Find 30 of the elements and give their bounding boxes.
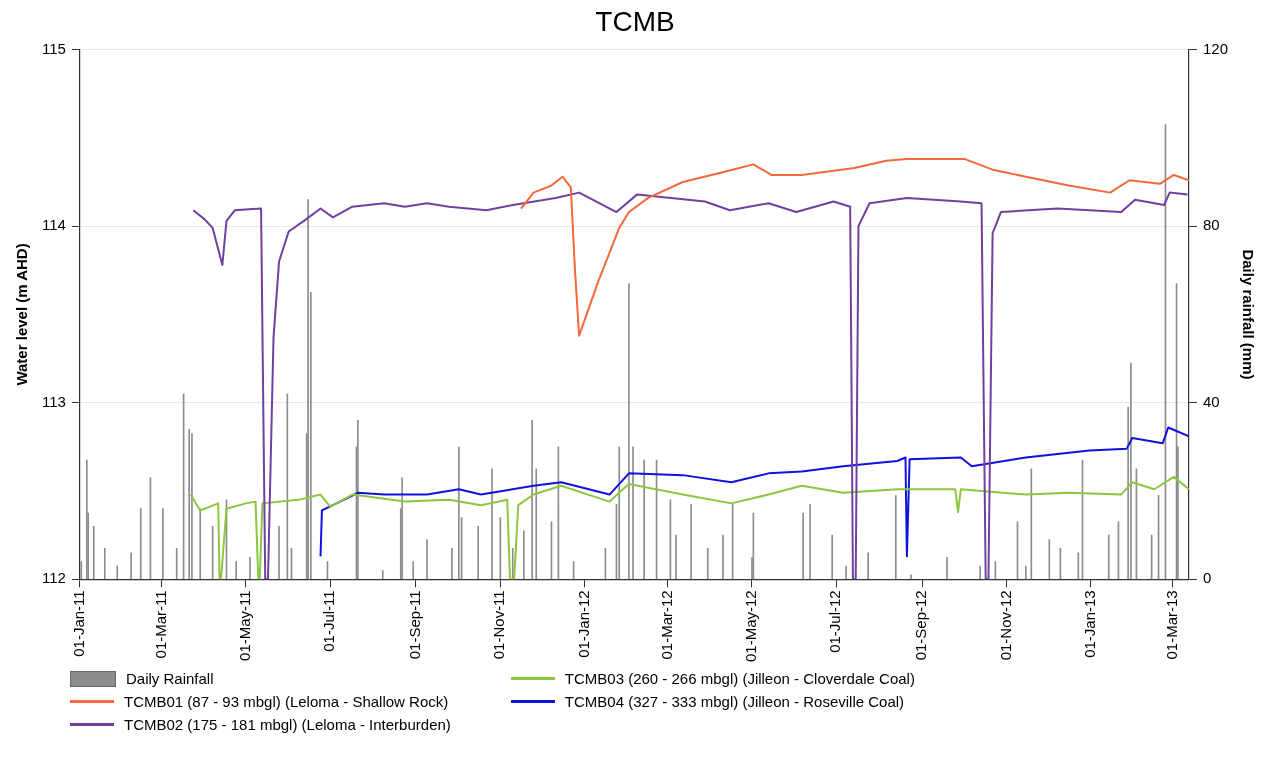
y2-tick-label: 80 xyxy=(1202,216,1220,234)
x-tick-label: 01-Jul-11 xyxy=(320,590,338,652)
x-tick-label: 01-Jan-12 xyxy=(574,590,592,658)
y2-tick-label: 120 xyxy=(1202,39,1228,57)
y-tick-label: 113 xyxy=(41,392,66,410)
y-axis-title: Water level (m AHD) xyxy=(13,243,31,386)
y2-axis-title: Daily rainfall (mm) xyxy=(1239,249,1257,380)
legend-label: TCMB03 (260 - 266 mbgl) (Jilleon - Cloverdale Coal) xyxy=(564,670,915,687)
legend-label: TCMB04 (327 - 333 mbgl) (Jilleon - Roseville Coal) xyxy=(564,693,905,710)
y-tick-label: 112 xyxy=(41,569,66,587)
x-tick-label: 01-Nov-12 xyxy=(996,590,1014,661)
x-tick-label: 01-Sep-11 xyxy=(406,590,424,660)
x-tick-label: 01-Jan-13 xyxy=(1080,590,1098,658)
x-tick-label: 01-May-11 xyxy=(236,590,253,661)
x-tick-label: 01-May-12 xyxy=(742,590,760,663)
legend-label: TCMB02 (175 - 181 mbgl) (Leloma - Interburden) xyxy=(124,716,451,733)
x-tick-label: 01-Nov-11 xyxy=(490,590,508,660)
legend-label: TCMB01 (87 - 93 mbgl) (Leloma - Shallow Rock) xyxy=(124,693,449,710)
x-tick-label: 01-Mar-12 xyxy=(657,590,675,660)
x-tick-label: 01-Jan-11 xyxy=(70,590,88,657)
legend-label: Daily Rainfall xyxy=(126,670,214,687)
x-tick-label: 01-Jul-12 xyxy=(826,590,844,653)
x-tick-label: 01-Mar-13 xyxy=(1162,590,1180,660)
x-tick-label: 01-Mar-11 xyxy=(151,590,169,659)
y2-tick-label: 0 xyxy=(1202,569,1212,587)
y2-tick-label: 40 xyxy=(1202,392,1220,410)
y-tick-label: 115 xyxy=(41,39,66,57)
x-tick-label: 01-Sep-12 xyxy=(912,590,930,661)
y-tick-label: 114 xyxy=(41,216,66,234)
chart-title: TCMB xyxy=(595,5,675,37)
